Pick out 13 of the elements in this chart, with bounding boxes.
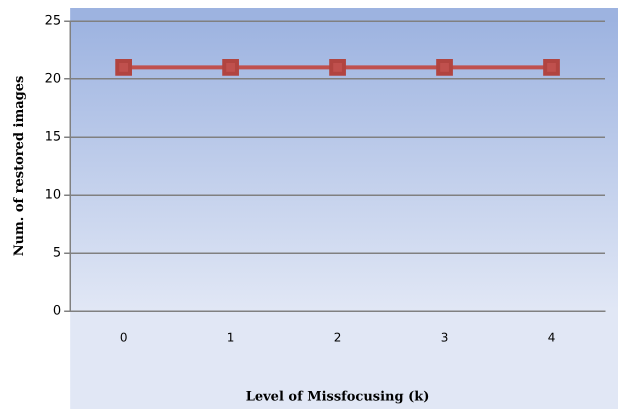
y-tick-label: 15 bbox=[44, 129, 62, 144]
x-tick-label: 4 bbox=[548, 330, 556, 344]
x-tick-label: 0 bbox=[120, 330, 128, 344]
x-tick-label: 1 bbox=[226, 330, 234, 344]
x-tick-label: 3 bbox=[440, 330, 448, 344]
y-tick-label: 0 bbox=[52, 303, 62, 318]
y-tick-label: 10 bbox=[44, 187, 62, 202]
y-tick-label: 20 bbox=[44, 71, 62, 86]
x-tick-label: 2 bbox=[334, 330, 342, 344]
y-tick-label: 25 bbox=[44, 13, 62, 28]
y-tick-label: 5 bbox=[52, 245, 62, 260]
y-axis-title: Num. of restored images bbox=[12, 76, 28, 256]
x-axis-title: Level of Missfocusing (k) bbox=[246, 390, 430, 405]
